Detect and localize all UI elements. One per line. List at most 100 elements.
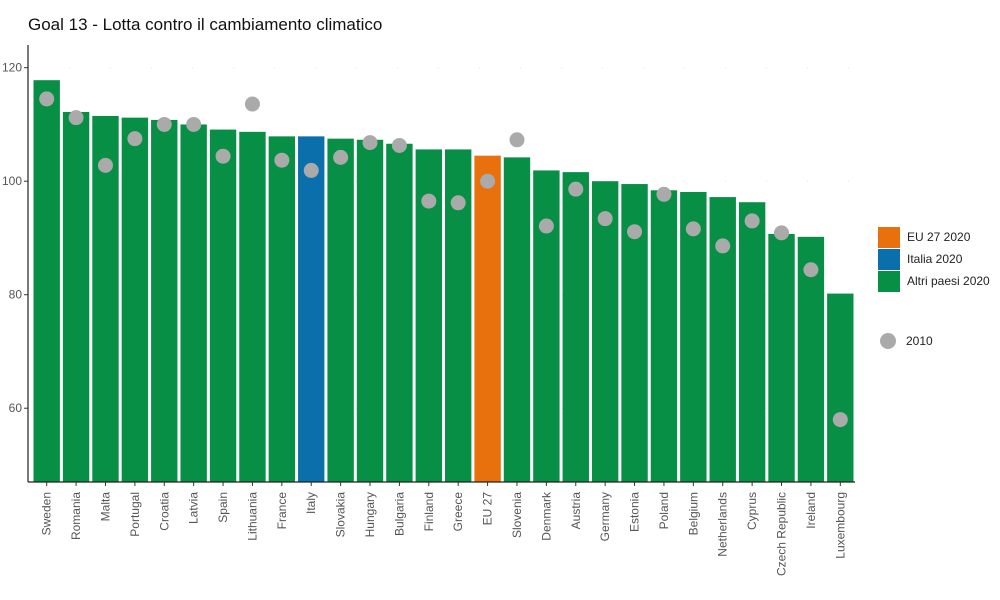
x-tick-label: Germany [598, 492, 612, 541]
dot-2010-belgium [685, 221, 701, 237]
legend-item-eu: EU 27 2020 [878, 226, 990, 248]
x-tick-label: Ireland [804, 492, 818, 529]
bar-latvia [180, 124, 207, 483]
axes [27, 45, 855, 483]
x-tick-label: Spain [216, 492, 230, 523]
bar-ireland [797, 236, 825, 482]
dot-2010-estonia [627, 224, 643, 240]
dots-2010 [39, 91, 848, 428]
x-tick-label: Finland [422, 492, 436, 531]
x-tick-label: Bulgaria [392, 492, 406, 536]
bar-denmark [533, 170, 560, 482]
bar-malta [92, 115, 119, 482]
dot-2010-ireland [803, 262, 819, 278]
dot-2010-croatia [156, 116, 172, 132]
x-tick-label: Croatia [157, 492, 171, 531]
dot-2010-denmark [538, 218, 554, 234]
legend-dot-icon [880, 333, 896, 349]
y-tick-label: 120 [2, 61, 22, 75]
bar-croatia [151, 119, 178, 483]
dot-2010-greece [450, 195, 466, 211]
dot-2010-hungary [362, 135, 378, 151]
legend-swatch-other [878, 270, 900, 292]
legend-item-other: Altri paesi 2020 [878, 270, 990, 292]
x-tick-label: Belgium [686, 492, 700, 535]
x-tick-label: Greece [451, 492, 465, 532]
legend-swatch-eu [878, 226, 900, 248]
y-axis-ticks: 60 80 100 120 [2, 61, 28, 415]
bar-austria [562, 172, 589, 483]
dot-2010-malta [97, 157, 113, 173]
bar-bulgaria [386, 143, 413, 482]
x-tick-label: Austria [569, 492, 583, 530]
bar-czech-republic [768, 233, 795, 482]
bar-germany [591, 181, 619, 482]
x-tick-label: Denmark [539, 491, 553, 541]
legend-item-italy: Italia 2020 [878, 248, 990, 270]
x-tick-label: France [275, 492, 289, 530]
legend: EU 27 2020 Italia 2020 Altri paesi 2020 … [878, 226, 990, 352]
legend-label: EU 27 2020 [907, 230, 971, 244]
bar-cyprus [738, 202, 766, 483]
bar-luxembourg [827, 293, 854, 482]
bar-romania [62, 111, 90, 482]
dot-2010-bulgaria [391, 137, 407, 153]
legend-label: 2010 [906, 334, 933, 348]
dot-2010-netherlands [715, 238, 731, 254]
x-tick-label: Czech Republic [775, 492, 789, 576]
x-tick-label: Lithuania [245, 492, 259, 541]
x-tick-label: Luxembourg [833, 492, 847, 559]
dot-2010-slovenia [509, 132, 525, 148]
x-tick-label: Cyprus [745, 492, 759, 530]
dot-2010-cyprus [744, 213, 760, 229]
bar-slovakia [327, 138, 354, 482]
chart-title: Goal 13 - Lotta contro il cambiamento cl… [28, 15, 383, 34]
bar-portugal [121, 117, 149, 482]
x-tick-label: Estonia [628, 492, 642, 532]
bar-italy [298, 136, 325, 482]
y-tick-label: 80 [9, 288, 23, 302]
legend-item-2010: 2010 [878, 330, 990, 352]
x-tick-label: Slovenia [510, 492, 524, 538]
dot-2010-poland [656, 186, 672, 202]
x-axis-ticks: Sweden Romania Malta Portugal Croatia Latvia S… [40, 482, 847, 576]
dot-2010-eu-27 [480, 173, 496, 189]
bar-poland [650, 190, 678, 482]
dot-2010-czech-republic [774, 225, 790, 241]
dot-2010-spain [215, 148, 231, 164]
legend-label: Altri paesi 2020 [907, 274, 990, 288]
bars [33, 80, 854, 483]
x-tick-label: Hungary [363, 492, 377, 537]
x-tick-label: Netherlands [716, 492, 730, 557]
legend-label: Italia 2020 [907, 252, 963, 266]
x-tick-label: Romania [69, 492, 83, 540]
y-tick-label: 60 [9, 401, 23, 415]
dot-2010-romania [68, 110, 84, 126]
bar-slovenia [503, 157, 531, 482]
x-tick-label: Italy [304, 492, 318, 514]
y-tick-label: 100 [2, 174, 22, 188]
x-tick-label: Malta [98, 492, 112, 522]
dot-2010-germany [597, 211, 613, 227]
bar-spain [209, 129, 237, 483]
dot-2010-latvia [186, 116, 202, 132]
dot-2010-italy [303, 162, 319, 178]
x-tick-label: Poland [657, 492, 671, 529]
bar-belgium [680, 191, 707, 482]
dot-2010-finland [421, 193, 437, 209]
dot-2010-france [274, 152, 290, 168]
x-tick-label: Slovakia [334, 492, 348, 538]
x-tick-label: Portugal [128, 492, 142, 537]
bar-sweden [33, 80, 60, 482]
x-tick-label: Latvia [187, 492, 201, 524]
dot-2010-sweden [39, 91, 55, 107]
dot-2010-lithuania [244, 96, 260, 112]
bar-hungary [356, 139, 384, 482]
dot-2010-portugal [127, 131, 143, 147]
bar-eu-27 [474, 155, 501, 483]
dot-2010-austria [568, 181, 584, 197]
x-tick-label: Sweden [40, 492, 54, 535]
legend-swatch-italy [878, 248, 900, 270]
dot-2010-luxembourg [832, 412, 848, 428]
